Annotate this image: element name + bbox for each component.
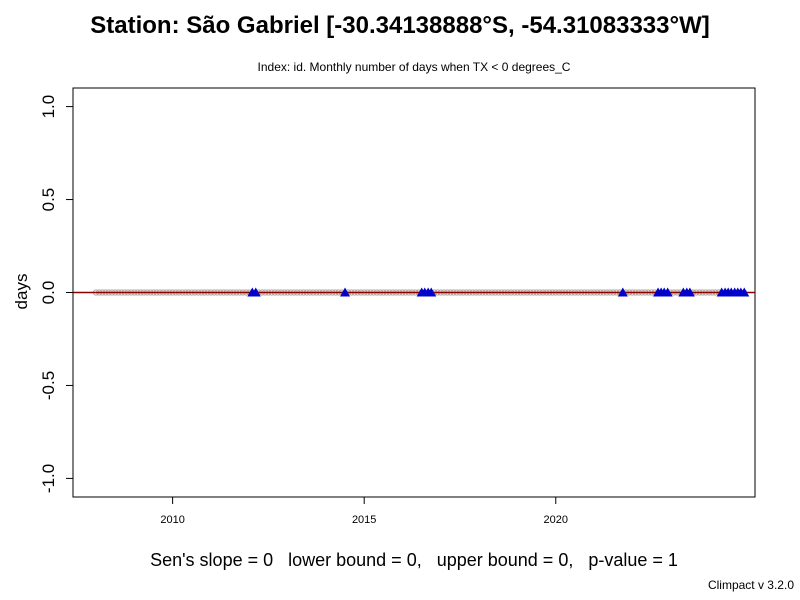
missing-month-marker bbox=[340, 287, 351, 297]
chart-subtitle: Index: id. Monthly number of days when T… bbox=[257, 60, 571, 74]
y-tick-label: -0.5 bbox=[39, 371, 58, 400]
missing-month-marker bbox=[739, 287, 750, 297]
missing-month-marker bbox=[426, 287, 437, 297]
trend-statistics: Sen's slope = 0 lower bound = 0, upper b… bbox=[150, 550, 678, 570]
missing-month-marker bbox=[662, 287, 673, 297]
y-tick-label: 0.0 bbox=[39, 281, 58, 305]
missing-month-marker bbox=[684, 287, 695, 297]
data-marks bbox=[73, 287, 755, 297]
x-tick-label: 2015 bbox=[352, 514, 376, 526]
y-tick-label: -1.0 bbox=[39, 464, 58, 493]
version-label: Climpact v 3.2.0 bbox=[707, 578, 794, 592]
y-tick-label: 1.0 bbox=[39, 95, 58, 119]
chart-title: Station: São Gabriel [-30.34138888°S, -5… bbox=[90, 12, 710, 39]
axes: 2010 2015 2020 -1.0 -0.5 0.0 0.5 1.0 days bbox=[12, 87, 756, 526]
missing-month-marker bbox=[250, 287, 261, 297]
x-tick-label: 2020 bbox=[544, 514, 568, 526]
missing-month-marker bbox=[617, 287, 628, 297]
y-tick-label: 0.5 bbox=[39, 188, 58, 212]
x-tick-label: 2010 bbox=[160, 514, 184, 526]
y-axis-title: days bbox=[12, 274, 31, 310]
